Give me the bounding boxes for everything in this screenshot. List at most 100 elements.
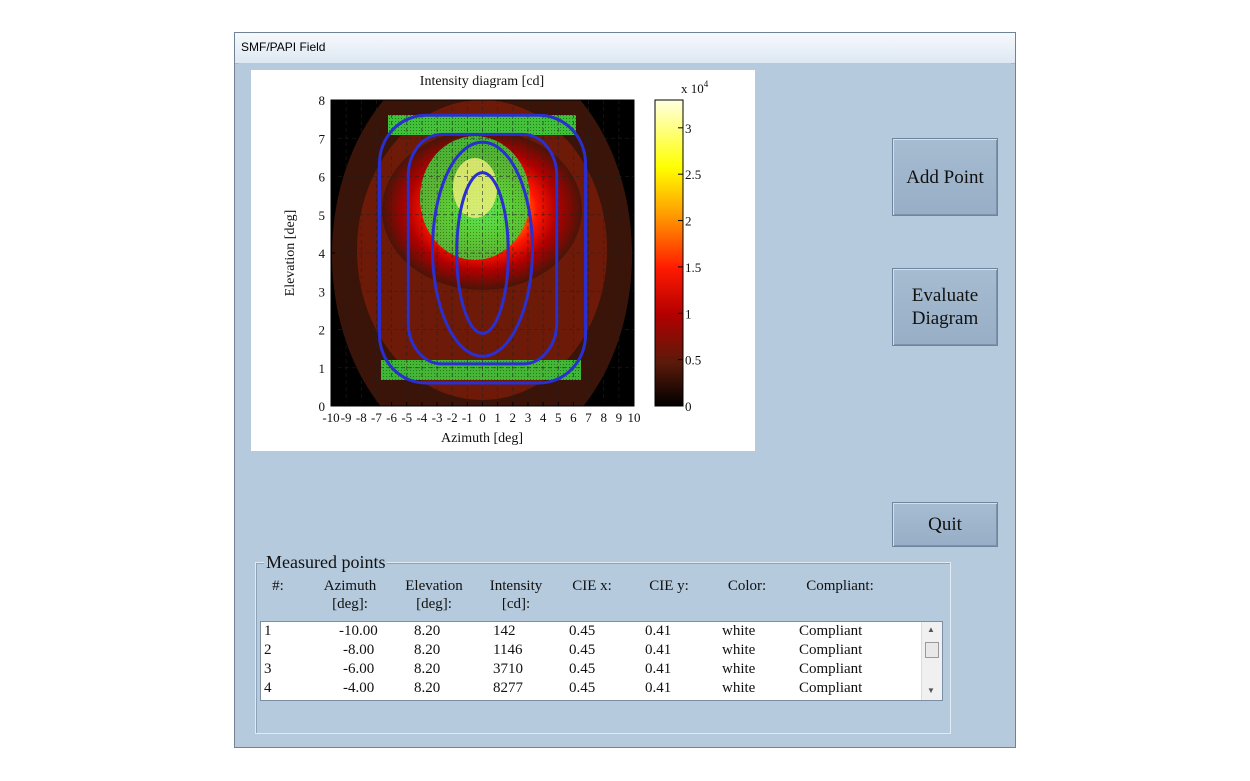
contour-line xyxy=(377,113,588,385)
scroll-down-icon[interactable]: ▼ xyxy=(927,686,935,695)
x-tick-label: 5 xyxy=(555,410,562,425)
colorbar-tick-label: 2 xyxy=(685,214,692,229)
contour-line xyxy=(431,140,534,358)
y-axis-label: Elevation [deg] xyxy=(283,210,298,297)
measured-points-legend: Measured points xyxy=(264,552,388,573)
intensity-diagram-panel[interactable]: Intensity diagram [cd] -10 -9 -8 -7 -6 -5 -4 -3… xyxy=(251,70,755,451)
y-tick-label: 7 xyxy=(319,131,326,146)
col-header-cie-y: CIE y: xyxy=(637,577,701,595)
table-row[interactable]: 1 -10.00 8.20 142 0.45 0.41 white Compli… xyxy=(261,622,921,641)
col-header-line1: Elevation xyxy=(405,578,463,594)
col-header-line1: Azimuth xyxy=(323,578,377,594)
colorbar xyxy=(654,99,684,407)
col-header-elevation: Elevation [deg]: xyxy=(394,577,474,613)
x-axis-ticks: -10 -9 -8 -7 -6 -5 -4 -3 -2 -1 0 1 2 3 4 5 6 7 8 9 10 xyxy=(322,402,641,425)
x-tick-label: 3 xyxy=(525,410,532,425)
cell-intensity: 8277 xyxy=(493,680,523,696)
colorbar-tick-label: 3 xyxy=(685,121,692,136)
cell-elevation: 8.20 xyxy=(414,623,441,639)
cell-elevation: 8.20 xyxy=(414,661,441,677)
contour-line xyxy=(406,132,559,366)
evaluate-diagram-button[interactable]: Evaluate Diagram xyxy=(892,268,998,346)
list-scrollbar[interactable]: ▲ ▼ xyxy=(921,622,942,700)
y-axis-ticks: 0 1 2 3 4 5 6 7 8 xyxy=(319,93,335,414)
quit-button[interactable]: Quit xyxy=(892,502,998,547)
x-tick-label: -3 xyxy=(432,410,443,425)
green-region-top xyxy=(388,115,576,135)
green-region-bottom xyxy=(381,360,581,380)
colorbar-tick-label: 0.5 xyxy=(685,353,701,368)
colorbar-ticks: 0 0.5 1 1.5 2 2.5 3 xyxy=(678,121,701,414)
cell-color: white xyxy=(722,642,756,658)
cell-azimuth: -10.00 xyxy=(339,623,378,639)
cell-number: 4 xyxy=(264,680,272,696)
y-tick-label: 2 xyxy=(319,323,326,338)
scroll-up-icon[interactable]: ▲ xyxy=(927,625,935,634)
x-tick-label: 2 xyxy=(510,410,517,425)
cell-azimuth: -4.00 xyxy=(343,680,375,696)
quit-label: Quit xyxy=(928,514,962,535)
evaluate-label-line2: Diagram xyxy=(911,308,979,329)
intensity-diagram-chart: Intensity diagram [cd] -10 -9 -8 -7 -6 -5 -4 -3… xyxy=(283,74,709,446)
cell-cie-x: 0.45 xyxy=(569,623,596,639)
col-header-cie-x: CIE x: xyxy=(560,577,624,595)
x-tick-label: -8 xyxy=(356,410,367,425)
table-row[interactable]: 2 -8.00 8.20 1146 0.45 0.41 white Compli… xyxy=(261,641,921,660)
x-tick-label: 8 xyxy=(600,410,607,425)
x-tick-label: 1 xyxy=(494,410,501,425)
col-header-number: #: xyxy=(266,577,290,595)
smf-papi-window: SMF/PAPI Field xyxy=(234,32,1016,748)
x-tick-label: -4 xyxy=(416,410,427,425)
cell-color: white xyxy=(722,661,756,677)
scroll-thumb[interactable] xyxy=(925,642,939,658)
col-header-line1: CIE x: xyxy=(572,578,612,594)
x-tick-label: -5 xyxy=(401,410,412,425)
window-title: SMF/PAPI Field xyxy=(241,40,326,54)
y-tick-label: 6 xyxy=(319,170,326,185)
add-point-button[interactable]: Add Point xyxy=(892,138,998,216)
table-row[interactable]: 4 -4.00 8.20 8277 0.45 0.41 white Compli… xyxy=(261,679,921,698)
col-header-compliant: Compliant: xyxy=(792,577,888,595)
grid-lines xyxy=(331,100,634,406)
y-tick-label: 4 xyxy=(319,246,326,261)
cell-compliant: Compliant xyxy=(799,642,863,658)
x-tick-label: -7 xyxy=(371,410,382,425)
cell-number: 2 xyxy=(264,642,272,658)
cell-cie-x: 0.45 xyxy=(569,642,596,658)
cell-cie-y: 0.41 xyxy=(645,623,672,639)
cell-intensity: 3710 xyxy=(493,661,523,677)
x-tick-label: -1 xyxy=(462,410,473,425)
x-tick-label: 0 xyxy=(479,410,486,425)
y-tick-label: 0 xyxy=(319,399,326,414)
colorbar-tick-label: 2.5 xyxy=(685,167,701,182)
title-bar[interactable]: SMF/PAPI Field xyxy=(235,33,1015,64)
cell-cie-x: 0.45 xyxy=(569,680,596,696)
cell-elevation: 8.20 xyxy=(414,642,441,658)
x-tick-label: 9 xyxy=(616,410,623,425)
col-header-line1: #: xyxy=(272,578,284,594)
cell-intensity: 142 xyxy=(493,623,516,639)
x-tick-label: 7 xyxy=(585,410,592,425)
cell-azimuth: -8.00 xyxy=(343,642,375,658)
cell-azimuth: -6.00 xyxy=(343,661,375,677)
col-header-line1: CIE y: xyxy=(649,578,689,594)
colorbar-tick-label: 0 xyxy=(685,399,692,414)
x-tick-label: 10 xyxy=(628,410,641,425)
measured-points-group: Measured points #: Azimuth [deg]: Elevat… xyxy=(255,552,951,734)
cell-cie-x: 0.45 xyxy=(569,661,596,677)
cell-intensity: 1146 xyxy=(493,642,523,658)
table-row[interactable]: 3 -6.00 8.20 3710 0.45 0.41 white Compli… xyxy=(261,660,921,679)
colorbar-multiplier: x 104 xyxy=(681,79,709,96)
cell-cie-y: 0.41 xyxy=(645,642,672,658)
col-header-line1: Intensity xyxy=(489,578,543,594)
colorbar-multiplier-text: x 10 xyxy=(681,81,704,96)
x-tick-label: 6 xyxy=(570,410,577,425)
colorbar-tick-label: 1.5 xyxy=(685,260,701,275)
x-tick-label: -9 xyxy=(341,410,352,425)
col-header-line1: Compliant: xyxy=(806,578,874,594)
y-tick-label: 1 xyxy=(319,361,326,376)
x-tick-label: -10 xyxy=(322,410,339,425)
measured-points-list[interactable]: 1 -10.00 8.20 142 0.45 0.41 white Compli… xyxy=(260,621,943,701)
colorbar-exponent: 4 xyxy=(704,79,709,89)
cell-number: 3 xyxy=(264,661,272,677)
